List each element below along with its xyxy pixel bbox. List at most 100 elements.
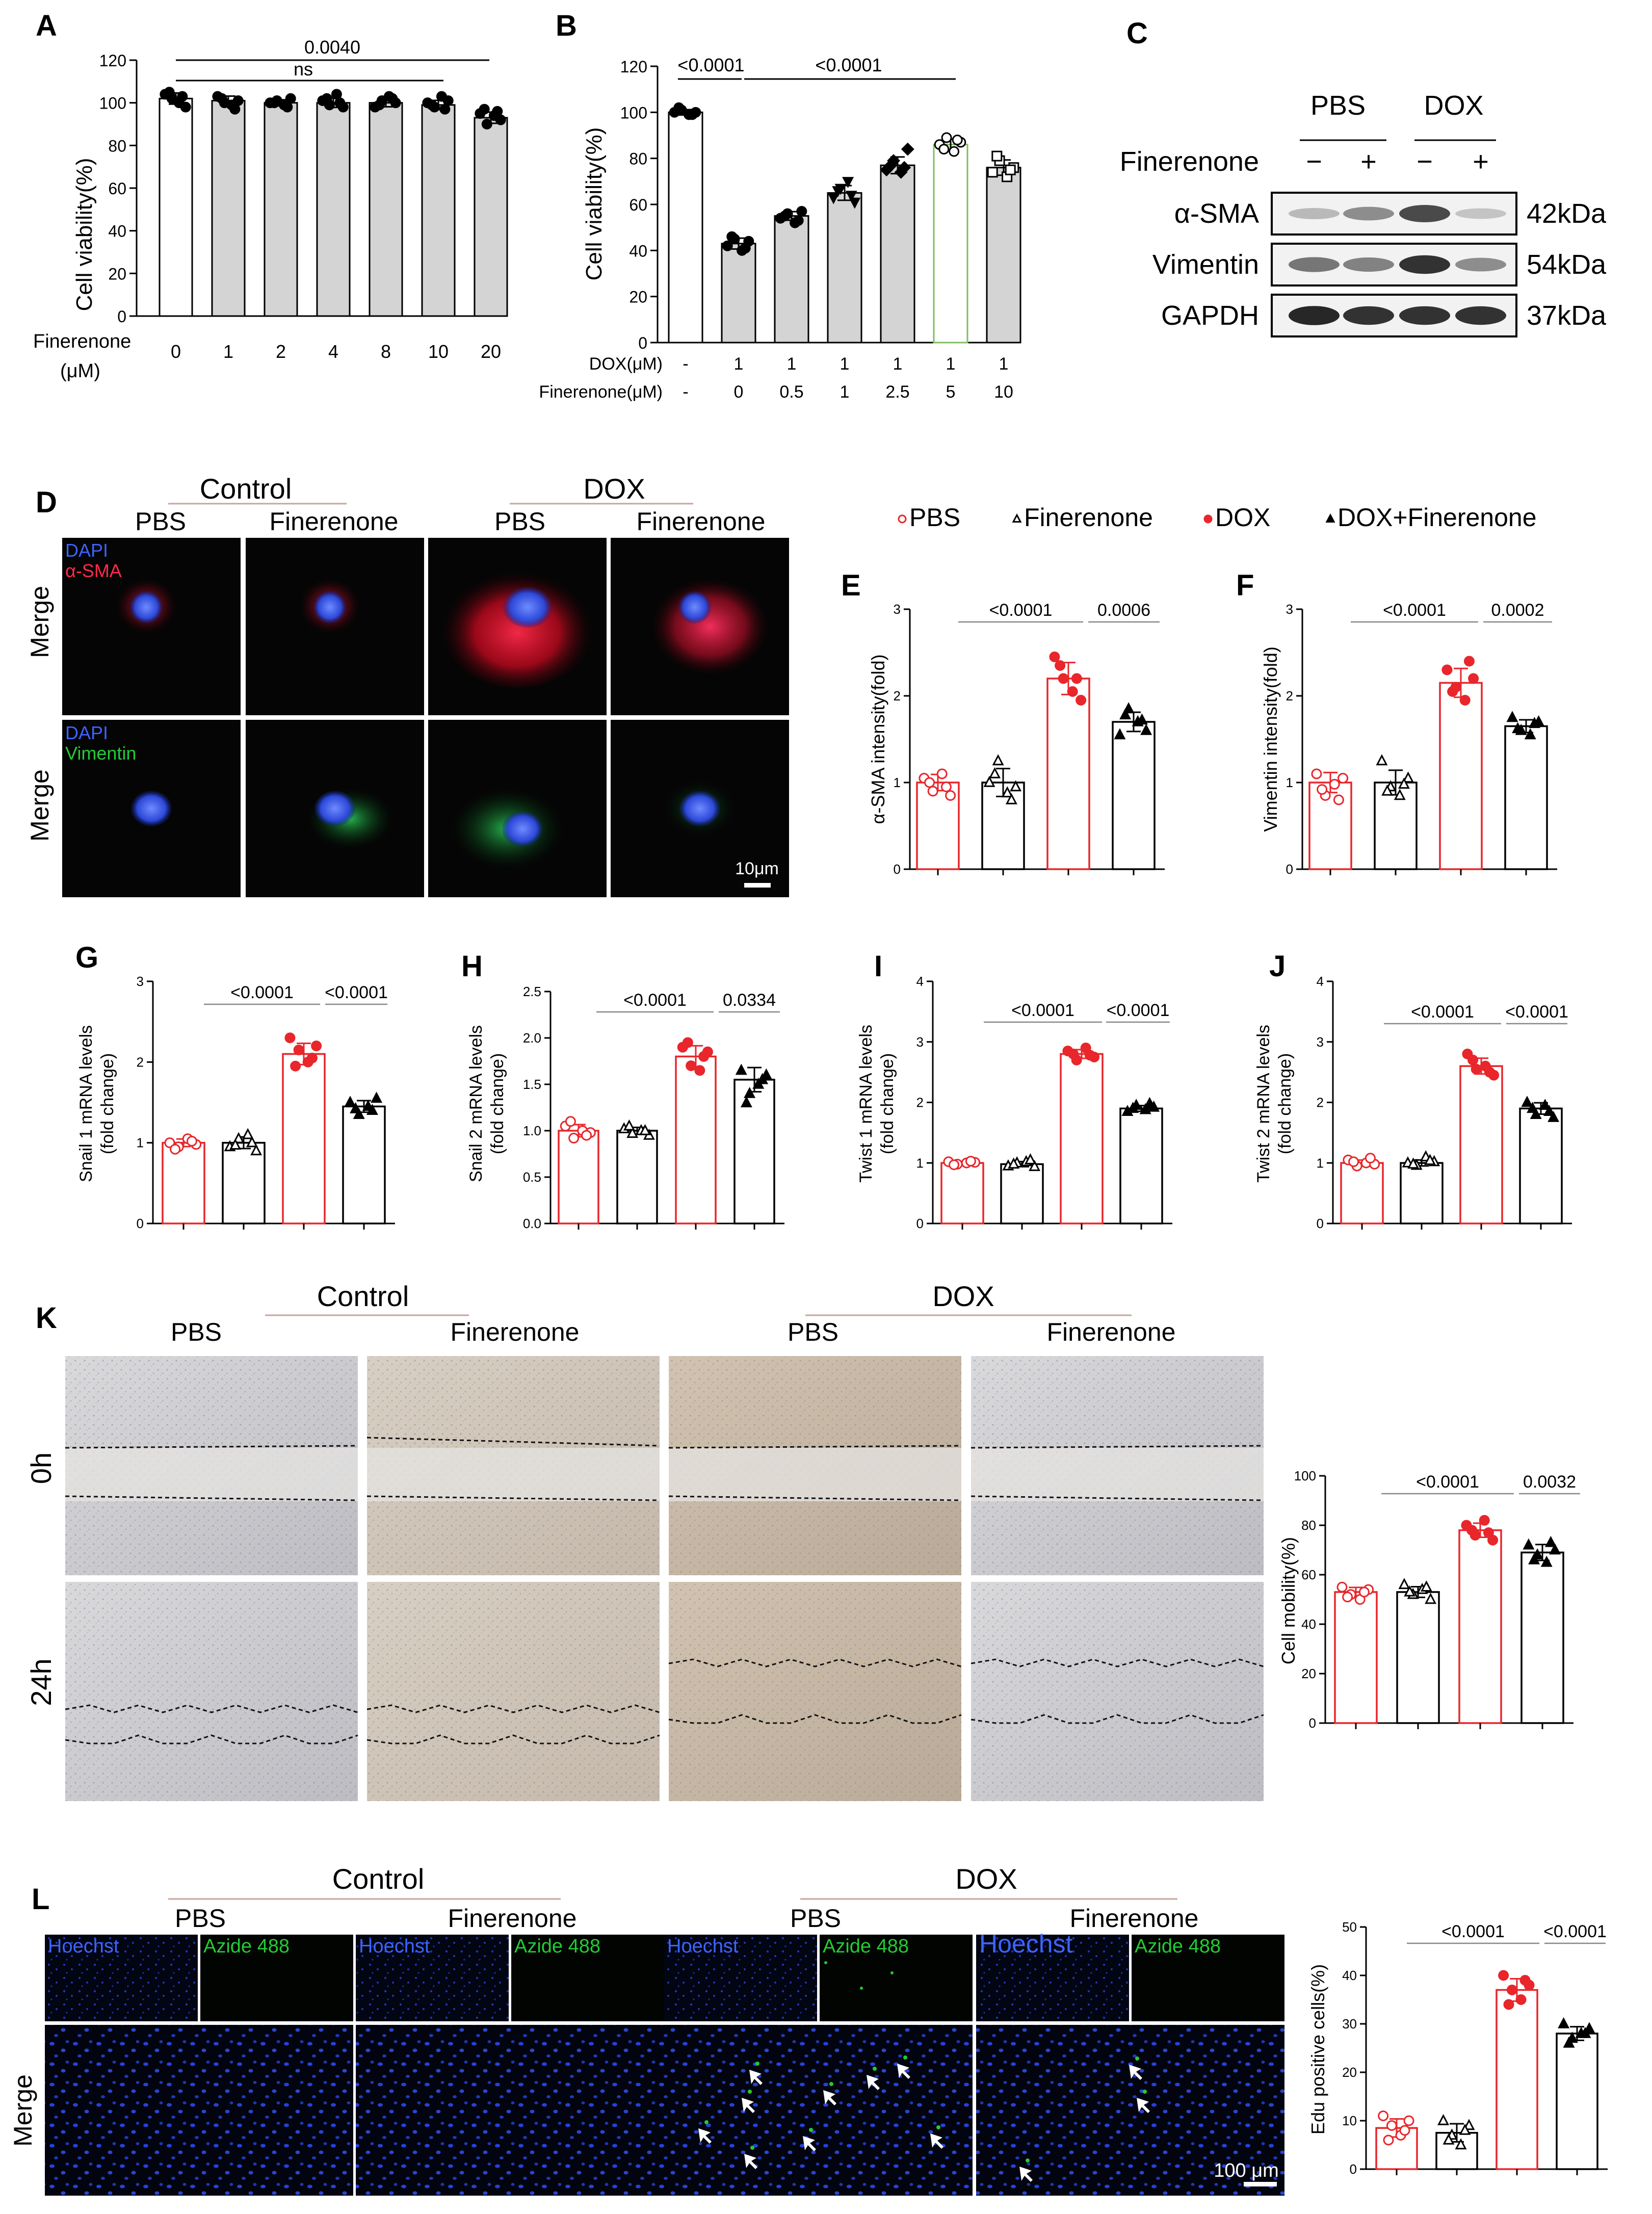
panel-j-ytick-label: 2 [1317, 1095, 1324, 1110]
panel-b-row2-value: - [683, 382, 688, 402]
panel-h-bar [616, 1130, 658, 1225]
panel-b-ytick-label: 40 [629, 242, 647, 260]
panel-a-point [439, 103, 451, 115]
panel-g-ytick-label: 0 [137, 1216, 144, 1231]
panel-b-row2-label: Finerenone(μM) [539, 382, 663, 402]
panel-a-ytick-label: 0 [117, 307, 126, 326]
panel-l-ytick-label: 20 [1342, 2065, 1357, 2080]
panel-e-point [1136, 713, 1148, 725]
panel-l-stain-azide: Azide 488 [203, 1936, 290, 1957]
panel-l-arrow-icon [867, 2075, 880, 2090]
panel-j-ytick-label: 0 [1317, 1216, 1324, 1231]
panel-b-point [884, 159, 898, 172]
panel-b-row1-value: 1 [893, 354, 903, 374]
panel-f-point [1311, 768, 1322, 779]
panel-h-point [568, 1133, 580, 1144]
panel-k-point [1358, 1586, 1370, 1598]
panel-j-point [1521, 1096, 1533, 1107]
panel-a-bar [159, 97, 193, 317]
panel-g-ytick-label: 2 [137, 1054, 144, 1070]
panel-j-ytick-label: 4 [1317, 974, 1324, 989]
panel-j-ylabel-2: (fold change) [1275, 1053, 1295, 1154]
panel-d-nucleus [131, 791, 172, 826]
panel-b-row2-value: 10 [994, 382, 1013, 402]
panel-f-sig-label: <0.0001 [1383, 601, 1446, 620]
panel-g-ytick-label: 3 [137, 974, 144, 989]
panel-f-point [1376, 754, 1388, 766]
panel-h-point [623, 1119, 635, 1131]
panel-l-arrow-icon [897, 2064, 910, 2079]
panel-d-group-control: Control [200, 473, 292, 505]
panel-e-point [1140, 723, 1152, 735]
panel-f-point [1512, 722, 1524, 734]
panel-a-sig-ns: ns [294, 59, 313, 80]
panel-d-row1-stain-sma: α-SMA [65, 560, 122, 581]
panel-e-point [1114, 728, 1126, 740]
panel-k-edge-line [366, 1704, 660, 1713]
panel-l-edu-cell [750, 2146, 754, 2150]
panel-f-point [1463, 656, 1475, 667]
panel-h-ytick-label: 2.0 [523, 1030, 541, 1046]
panel-l-arrow-icon [742, 2098, 755, 2113]
panel-f-point [1402, 771, 1414, 783]
panel-f-point [1459, 695, 1471, 706]
panel-k-edge-line [668, 1445, 962, 1449]
panel-f-point [1394, 789, 1406, 800]
panel-g-letter: G [75, 941, 98, 974]
panel-e-letter: E [841, 569, 861, 602]
panel-d-group-dox: DOX [583, 473, 645, 505]
panel-b-point [952, 135, 963, 146]
panel-l-point [1463, 2119, 1475, 2130]
panel-k-point [1528, 1553, 1540, 1565]
panel-b-row1-value: - [683, 354, 688, 374]
panel-l-merge-nuclei [356, 2025, 664, 2196]
panel-j-sig-label: <0.0001 [1505, 1002, 1568, 1022]
panel-b-point [793, 215, 804, 226]
panel-k-edge-line [65, 1495, 358, 1501]
panel-c-band [1455, 208, 1506, 219]
panel-e-point [1005, 793, 1017, 804]
panel-b-row2-value: 0.5 [779, 382, 803, 402]
panel-a-sig-top: 0.0040 [304, 37, 360, 58]
panel-h-point [581, 1130, 592, 1141]
panel-g-sig-label: <0.0001 [325, 983, 388, 1002]
panel-i-point [1029, 1160, 1041, 1171]
panel-j-bar [1519, 1107, 1563, 1225]
panel-g-ytick-label: 1 [137, 1135, 144, 1151]
panel-k-ylabel: Cell mobility(%) [1278, 1537, 1299, 1664]
panel-l-stain-azide: Azide 488 [1135, 1936, 1221, 1957]
panel-l-point [1399, 2125, 1410, 2136]
panel-b-point [687, 109, 698, 120]
panel-g-bar [342, 1105, 386, 1225]
legend-label: PBS [909, 503, 960, 532]
panel-a-ytick-label: 20 [108, 265, 126, 283]
panel-f-ylabel: Vimentin intensity(fold) [1260, 646, 1281, 832]
panel-l-point [1519, 1975, 1531, 1986]
panel-c-band [1289, 257, 1340, 272]
panel-a-xtick-label: 20 [481, 341, 501, 362]
panel-f-point [1381, 784, 1394, 796]
panel-l-stain-hoechst: Hoechst [48, 1936, 119, 1957]
panel-c-size-label: 54kDa [1527, 249, 1607, 280]
panel-d-sma-signal [651, 578, 769, 675]
panel-a-point [177, 91, 188, 102]
panel-f-point [1333, 794, 1344, 805]
panel-e-point [1010, 780, 1022, 792]
panel-k-edge-line [971, 1445, 1264, 1449]
panel-d-row2-stain-vim: Vimentin [65, 743, 136, 764]
panel-l-point [1455, 2138, 1467, 2150]
panel-g-chart: G 0 1 2 3 Snail 1 mRNA levels (fold change) <0.… [75, 941, 395, 1231]
panel-g-point [232, 1132, 245, 1143]
panel-k-point [1420, 1580, 1432, 1592]
panel-k-ytick-label: 100 [1294, 1468, 1316, 1483]
panel-a-bar [264, 102, 298, 317]
panel-i-sig-label: <0.0001 [1011, 1001, 1074, 1020]
panel-a-xtick-label: 2 [276, 341, 286, 362]
panel-a-bar [316, 102, 351, 317]
panel-l: L Control DOX PBS Finerenone PBS Finerenone… [9, 1863, 1284, 2196]
panel-j-point [1471, 1063, 1482, 1075]
panel-l-point [1503, 1999, 1514, 2010]
panel-l-ytick-label: 0 [1350, 2161, 1357, 2177]
